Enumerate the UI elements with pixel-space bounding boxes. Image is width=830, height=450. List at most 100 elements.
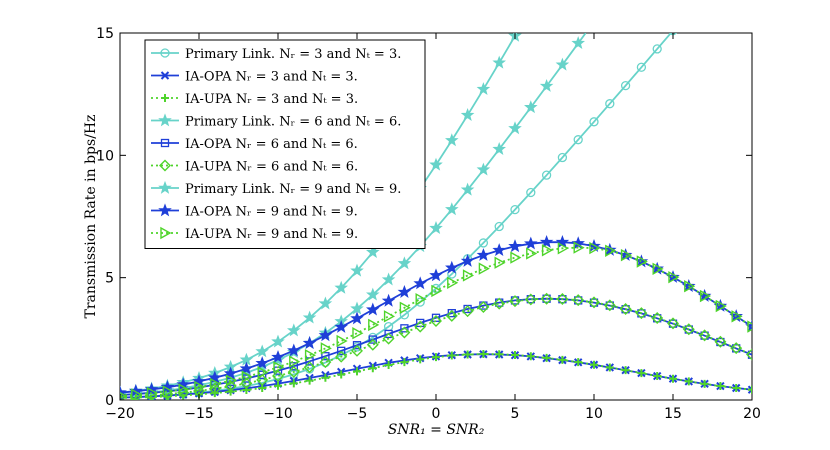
data-point — [747, 350, 752, 359]
data-point — [511, 350, 519, 359]
series-9 — [120, 241, 752, 400]
data-point — [158, 203, 172, 217]
data-point — [160, 48, 170, 58]
data-point — [289, 379, 298, 388]
data-point — [492, 243, 506, 257]
legend-label: IA-OPA Nᵣ = 9 and Nₜ = 9. — [185, 205, 358, 220]
plot-area — [119, 32, 753, 401]
legend-entry: IA-UPA Nᵣ = 9 and Nₜ = 9. — [151, 226, 358, 242]
x-tick-label: −10 — [263, 406, 293, 422]
data-point — [699, 289, 712, 303]
data-point — [589, 117, 599, 127]
data-point — [350, 301, 364, 315]
data-point — [574, 358, 583, 367]
data-point — [494, 256, 506, 269]
data-point — [210, 377, 222, 391]
data-point — [146, 386, 159, 400]
data-point — [746, 348, 752, 361]
data-point — [305, 376, 314, 385]
data-point — [208, 370, 222, 384]
data-point — [366, 338, 379, 351]
data-point — [320, 342, 332, 355]
data-point — [334, 319, 348, 333]
data-point — [366, 245, 380, 259]
data-point — [731, 310, 743, 323]
data-point — [684, 325, 693, 334]
data-point — [462, 269, 475, 282]
legend-box — [144, 39, 426, 249]
data-point — [510, 251, 522, 264]
legend-entry: IA-OPA Nᵣ = 9 and Nₜ = 9. — [151, 203, 358, 220]
data-point — [651, 312, 664, 325]
legend-label: IA-UPA Nᵣ = 9 and Nₜ = 9. — [185, 227, 358, 242]
data-point — [714, 335, 727, 348]
data-point — [302, 310, 317, 324]
data-point — [700, 331, 709, 340]
data-point — [400, 358, 409, 367]
legend-label: IA-UPA Nᵣ = 3 and Nₜ = 3. — [185, 92, 358, 107]
data-point — [302, 336, 317, 350]
series-line — [120, 246, 752, 397]
series-line — [120, 297, 752, 396]
data-point — [353, 367, 361, 376]
data-point — [399, 301, 411, 314]
data-point — [318, 296, 333, 310]
data-point — [304, 349, 317, 362]
data-point — [255, 344, 269, 358]
data-point — [555, 235, 570, 248]
data-point — [223, 366, 238, 380]
data-point — [476, 162, 491, 176]
data-point — [368, 335, 377, 344]
data-point — [524, 100, 538, 114]
data-point — [447, 308, 456, 318]
x-tick-label: 5 — [511, 406, 520, 422]
data-point — [508, 239, 522, 253]
data-point — [700, 379, 709, 388]
data-point — [273, 361, 285, 374]
data-point — [287, 323, 301, 337]
data-point — [303, 361, 316, 374]
data-point — [716, 382, 725, 391]
data-point — [605, 363, 614, 372]
data-point — [524, 236, 538, 250]
data-point — [194, 380, 206, 394]
data-point — [637, 369, 646, 378]
data-point — [368, 318, 380, 332]
data-point — [178, 383, 190, 396]
legend-entry: IA-OPA Nᵣ = 6 and Nₜ = 6. — [151, 137, 358, 152]
data-point — [524, 293, 537, 306]
data-point — [526, 187, 536, 198]
data-point — [321, 352, 330, 361]
legend-label: IA-UPA Nᵣ = 6 and Nₜ = 6. — [185, 160, 358, 175]
y-tick-label: 5 — [105, 271, 114, 287]
data-point — [447, 276, 459, 289]
data-point — [682, 323, 695, 336]
data-point — [257, 366, 269, 379]
data-point — [476, 82, 491, 96]
x-tick-label: 0 — [432, 406, 441, 422]
data-point — [429, 221, 443, 235]
data-point — [510, 204, 520, 215]
data-point — [479, 350, 488, 359]
data-point — [476, 248, 491, 261]
data-point — [398, 326, 411, 339]
data-point — [558, 355, 567, 364]
data-point — [539, 235, 554, 248]
data-point — [271, 350, 285, 363]
data-point — [716, 337, 725, 347]
data-point — [382, 332, 395, 345]
data-point — [636, 62, 647, 72]
data-point — [495, 350, 504, 359]
data-point — [321, 373, 330, 382]
data-point — [603, 299, 616, 312]
data-point — [460, 182, 475, 196]
axis-ticks: −20 −15 −10 −5 0 5 10 15 20 0 5 10 15 — [96, 26, 761, 422]
data-point — [335, 350, 348, 363]
data-point — [460, 108, 475, 122]
data-point — [508, 121, 522, 135]
series-layer — [120, 33, 752, 400]
data-point — [239, 361, 254, 375]
data-point — [447, 351, 456, 360]
data-point — [492, 142, 506, 156]
data-point — [555, 57, 570, 71]
